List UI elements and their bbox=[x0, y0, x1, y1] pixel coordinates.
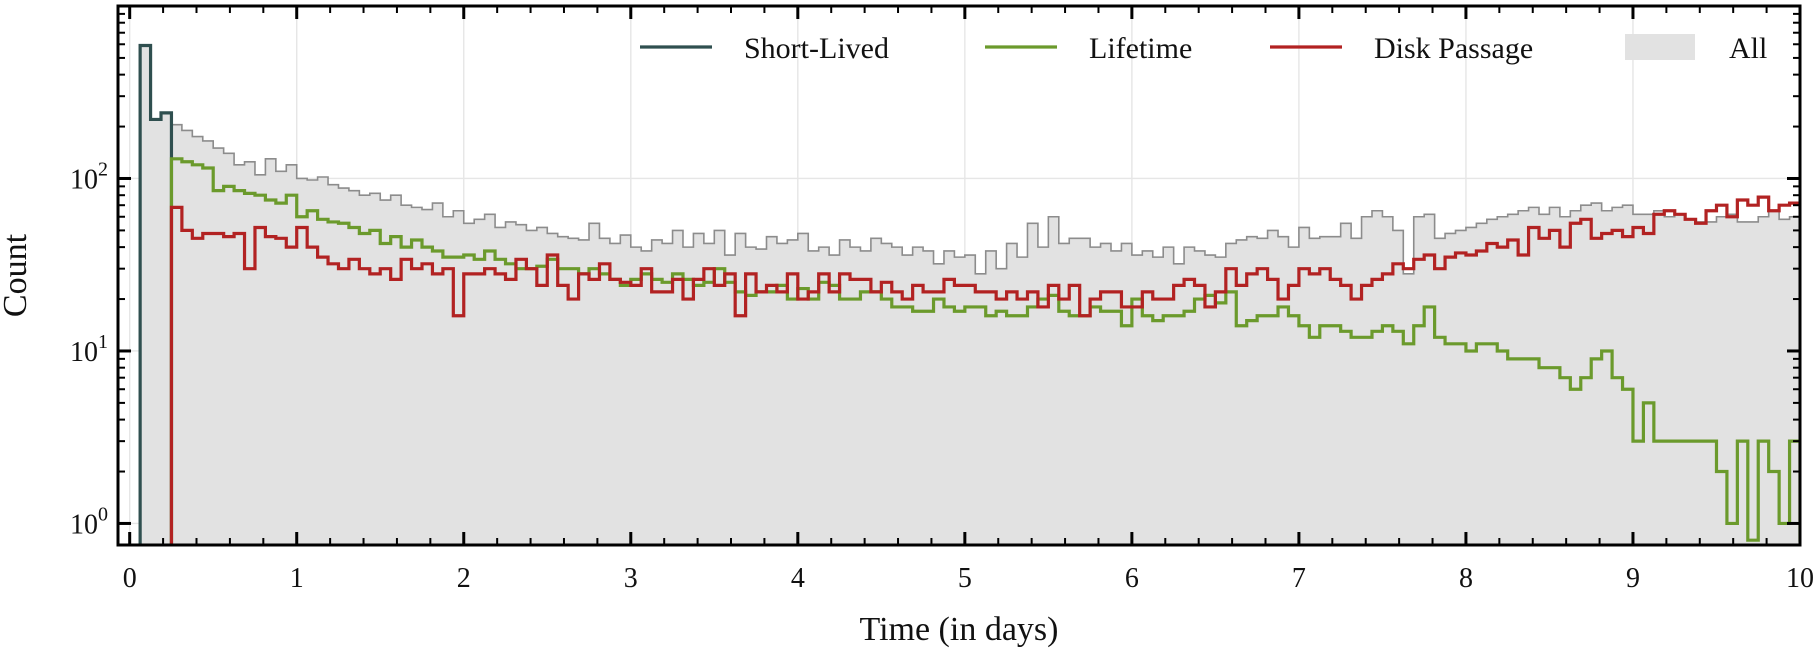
legend-item-disk-passage: Disk Passage bbox=[1270, 32, 1533, 65]
legend-item-short-lived: Short-Lived bbox=[640, 32, 889, 65]
all-area-fill bbox=[140, 45, 1800, 545]
x-tick-label: 4 bbox=[791, 563, 805, 594]
legend-label: All bbox=[1729, 32, 1767, 65]
legend-item-lifetime: Lifetime bbox=[985, 32, 1192, 65]
x-axis-label: Time (in days) bbox=[860, 611, 1059, 648]
x-tick-label: 7 bbox=[1292, 563, 1306, 594]
x-tick-label: 9 bbox=[1626, 563, 1640, 594]
all-area bbox=[139, 44, 1800, 545]
series-steps bbox=[138, 43, 1800, 545]
legend-swatch bbox=[1625, 34, 1695, 60]
x-tick-label: 10 bbox=[1786, 563, 1814, 594]
y-tick-label: 100 bbox=[70, 503, 108, 540]
x-tick-label: 0 bbox=[123, 563, 137, 594]
y-tick-label: 102 bbox=[70, 158, 108, 195]
series-disk-passage-line bbox=[169, 195, 1800, 545]
x-tick-label: 2 bbox=[457, 563, 471, 594]
x-tick-label: 8 bbox=[1459, 563, 1473, 594]
x-tick-labels: 0 1 2 3 4 5 6 7 8 9 10 bbox=[123, 563, 1814, 594]
y-axis-label: Count bbox=[0, 233, 34, 317]
x-tick-label: 1 bbox=[290, 563, 304, 594]
x-tick-label: 3 bbox=[624, 563, 638, 594]
axis-ticks bbox=[118, 6, 1802, 545]
legend-label: Lifetime bbox=[1089, 32, 1192, 65]
legend: Short-Lived Lifetime Disk Passage All bbox=[640, 32, 1767, 65]
all-area-edge bbox=[139, 44, 1800, 545]
legend-label: Short-Lived bbox=[744, 32, 889, 65]
legend-label: Disk Passage bbox=[1374, 32, 1533, 65]
legend-item-all: All bbox=[1625, 32, 1767, 65]
y-tick-label: 101 bbox=[70, 331, 108, 368]
y-tick-labels: 100 101 102 bbox=[70, 158, 108, 540]
series-short-lived-line bbox=[138, 43, 174, 545]
x-tick-label: 6 bbox=[1125, 563, 1139, 594]
x-tick-label: 5 bbox=[958, 563, 972, 594]
plot-frame bbox=[116, 4, 1802, 547]
